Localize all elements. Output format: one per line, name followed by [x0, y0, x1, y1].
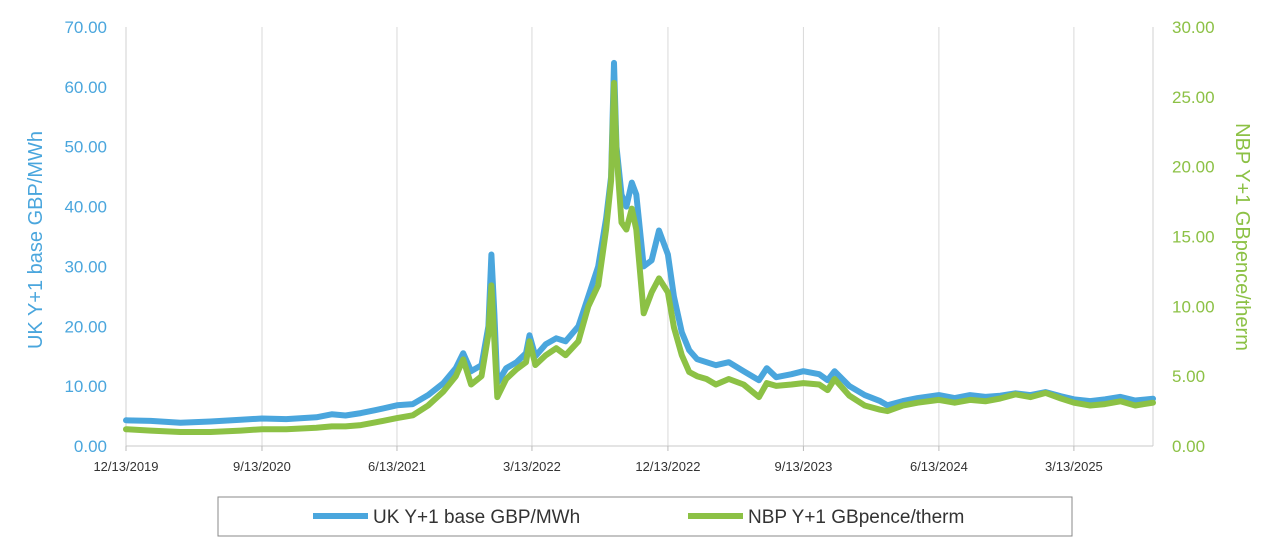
x-axis-ticks: 12/13/2019 9/13/2020 6/13/2021 3/13/2022 12/…: [93, 446, 1103, 474]
x-tick-label: 6/13/2021: [368, 459, 426, 474]
left-tick-label: 70.00: [64, 18, 107, 37]
legend: UK Y+1 base GBP/MWh NBP Y+1 GBpence/ther…: [217, 496, 1073, 537]
series-line-nbp: [123, 79, 1156, 435]
x-tick-label: 3/13/2025: [1045, 459, 1103, 474]
right-tick-label: 25.00: [1172, 88, 1215, 107]
series-layer: [123, 59, 1156, 435]
right-tick-label: 30.00: [1172, 18, 1215, 37]
x-tick-label: 9/13/2023: [774, 459, 832, 474]
legend-label-nbp: NBP Y+1 GBpence/therm: [748, 507, 964, 528]
right-axis-title: NBP Y+1 GBpence/therm: [1231, 123, 1253, 351]
x-tick-label: 3/13/2022: [503, 459, 561, 474]
axes: [125, 27, 1154, 447]
x-tick-label: 12/13/2019: [93, 459, 158, 474]
left-tick-label: 10.00: [64, 377, 107, 396]
grid-lines: [261, 27, 1075, 446]
right-y-axis-ticks: 0.00 5.00 10.00 15.00 20.00 25.00 30.00: [1172, 18, 1215, 456]
left-tick-label: 60.00: [64, 78, 107, 97]
right-tick-label: 15.00: [1172, 228, 1215, 247]
x-tick-label: 6/13/2024: [910, 459, 968, 474]
left-axis-title: UK Y+1 base GBP/MWh: [25, 131, 47, 349]
right-tick-label: 0.00: [1172, 437, 1205, 456]
left-tick-label: 50.00: [64, 138, 107, 157]
left-y-axis-ticks: 0.00 10.00 20.00 30.00 40.00 50.00 60.00 70.00: [64, 18, 107, 456]
right-tick-label: 20.00: [1172, 158, 1215, 177]
series-line-uk-base: [123, 59, 1156, 426]
left-tick-label: 20.00: [64, 317, 107, 336]
legend-label-uk: UK Y+1 base GBP/MWh: [373, 507, 580, 528]
right-tick-label: 5.00: [1172, 367, 1205, 386]
left-tick-label: 30.00: [64, 257, 107, 276]
x-tick-label: 12/13/2022: [635, 459, 700, 474]
left-tick-label: 0.00: [74, 437, 107, 456]
right-tick-label: 10.00: [1172, 297, 1215, 316]
left-tick-label: 40.00: [64, 198, 107, 217]
x-tick-label: 9/13/2020: [233, 459, 291, 474]
